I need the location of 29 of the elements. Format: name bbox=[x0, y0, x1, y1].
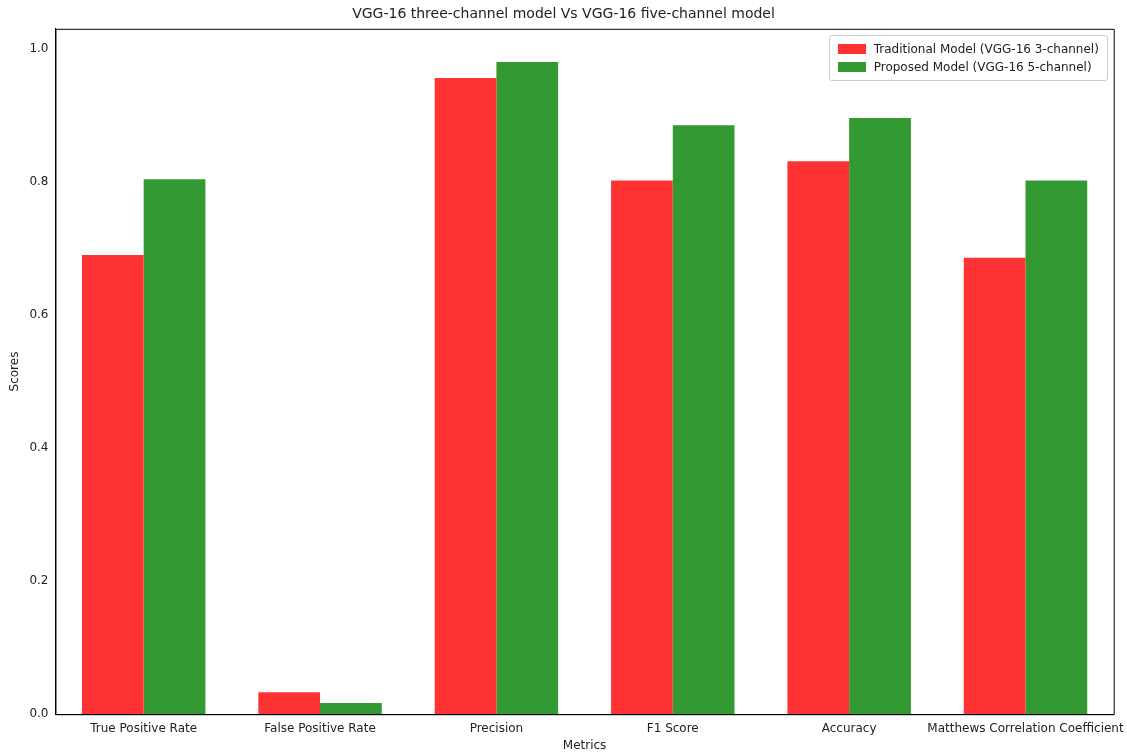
legend-label: Traditional Model (VGG-16 3-channel) bbox=[873, 40, 1099, 58]
bar bbox=[611, 180, 673, 715]
x-tick-label: Matthews Correlation Coefficient bbox=[927, 720, 1124, 735]
bar bbox=[1025, 180, 1088, 715]
bar bbox=[787, 161, 850, 715]
y-tick-label: 0.8 bbox=[29, 173, 49, 188]
y-tick-label: 0.2 bbox=[29, 573, 49, 588]
y-tick-label: 0.4 bbox=[29, 440, 49, 455]
y-tick-label: 0.6 bbox=[29, 307, 49, 322]
bar bbox=[434, 78, 497, 715]
bar bbox=[849, 117, 911, 715]
bar bbox=[143, 179, 206, 715]
x-tick-label: Precision bbox=[469, 720, 524, 735]
bar bbox=[496, 62, 559, 715]
y-tick-label: 1.0 bbox=[29, 40, 49, 55]
x-tick-label: False Positive Rate bbox=[264, 720, 376, 735]
x-tick-label: F1 Score bbox=[646, 720, 699, 735]
y-tick-label: 0.0 bbox=[29, 706, 49, 721]
x-tick-label: True Positive Rate bbox=[89, 720, 198, 735]
bar bbox=[258, 692, 321, 715]
y-axis-title: Scores bbox=[7, 351, 22, 392]
x-tick-label: Accuracy bbox=[821, 720, 877, 735]
bar bbox=[963, 257, 1026, 715]
x-axis-title: Metrics bbox=[562, 737, 607, 752]
bar bbox=[81, 255, 144, 715]
bar bbox=[672, 125, 735, 715]
bar bbox=[320, 702, 382, 715]
legend-label: Proposed Model (VGG-16 5-channel) bbox=[873, 58, 1092, 76]
chart-title: VGG-16 three-channel model Vs VGG-16 five-channel model bbox=[352, 5, 775, 22]
